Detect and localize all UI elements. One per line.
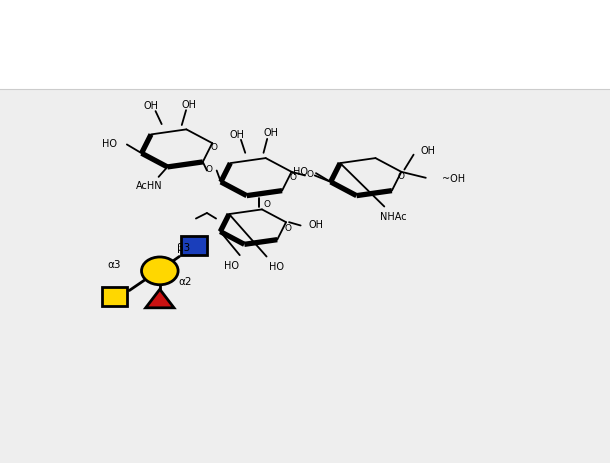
Text: OH: OH [229,130,244,140]
Text: OH: OH [309,219,324,230]
Text: AcHN: AcHN [136,181,163,191]
Bar [181,236,207,255]
Circle shape [142,257,178,285]
Text: O: O [289,173,296,182]
Text: OH: OH [421,146,436,156]
Bar [0,89,610,463]
Polygon shape [146,289,174,308]
Text: O: O [263,200,270,209]
Text: O: O [398,172,405,181]
Text: HO: HO [269,262,284,272]
Text: O: O [306,170,314,179]
Text: β3: β3 [177,243,190,253]
Bar [102,287,127,306]
Text: α3: α3 [107,260,121,270]
Text: HO: HO [293,167,307,177]
Text: OH: OH [144,101,159,112]
Text: HO: HO [102,138,117,149]
Bar [0,0,610,89]
Text: ~OH: ~OH [442,174,465,184]
Text: OH: OH [182,100,196,110]
Text: O: O [205,165,212,174]
Text: OH: OH [264,128,279,138]
Text: NHAc: NHAc [380,212,407,222]
Text: O: O [284,224,291,233]
Text: α2: α2 [178,276,192,287]
Text: HO: HO [224,261,239,271]
Text: O: O [210,143,217,152]
